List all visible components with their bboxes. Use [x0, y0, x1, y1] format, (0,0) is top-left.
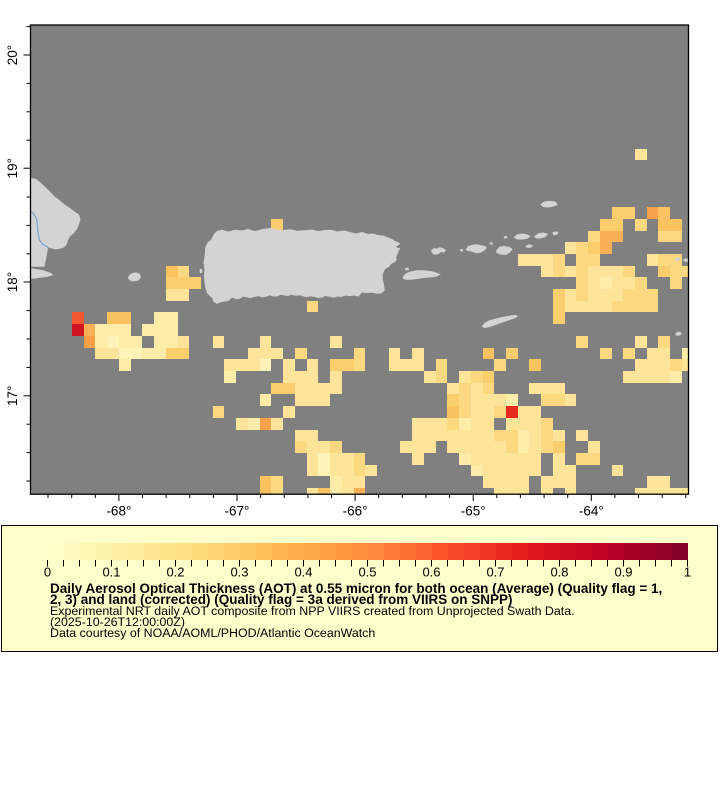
svg-text:0.2: 0.2 — [166, 565, 184, 580]
svg-text:20°: 20° — [5, 45, 20, 65]
svg-text:0.4: 0.4 — [294, 565, 312, 580]
svg-text:1: 1 — [684, 565, 691, 580]
svg-text:0.1: 0.1 — [102, 565, 120, 580]
svg-text:-67°: -67° — [225, 504, 250, 519]
svg-text:0.5: 0.5 — [358, 565, 376, 580]
svg-text:-65°: -65° — [461, 504, 486, 519]
svg-text:18°: 18° — [5, 272, 20, 292]
svg-text:0.3: 0.3 — [230, 565, 248, 580]
svg-text:0.8: 0.8 — [550, 565, 568, 580]
svg-text:Experimental NRT daily AOT com: Experimental NRT daily AOT composite fro… — [50, 604, 575, 618]
svg-text:-64°: -64° — [579, 504, 604, 519]
svg-text:0.7: 0.7 — [486, 565, 504, 580]
svg-text:-68°: -68° — [106, 504, 131, 519]
svg-text:(2025-10-26T12:00:00Z): (2025-10-26T12:00:00Z) — [50, 615, 185, 629]
svg-text:2, 3) and land (corrected) (Qu: 2, 3) and land (corrected) (Quality flag… — [50, 592, 512, 607]
svg-text:Daily Aerosol Optical Thicknes: Daily Aerosol Optical Thickness (AOT) at… — [50, 581, 662, 596]
svg-text:0.9: 0.9 — [614, 565, 632, 580]
svg-text:0.6: 0.6 — [422, 565, 440, 580]
svg-text:19°: 19° — [5, 158, 20, 178]
svg-text:Data courtesy of NOAA/AOML/PHO: Data courtesy of NOAA/AOML/PHOD/Atlantic… — [50, 626, 375, 640]
svg-text:0: 0 — [44, 565, 51, 580]
svg-text:-66°: -66° — [343, 504, 368, 519]
svg-text:17°: 17° — [5, 386, 20, 406]
